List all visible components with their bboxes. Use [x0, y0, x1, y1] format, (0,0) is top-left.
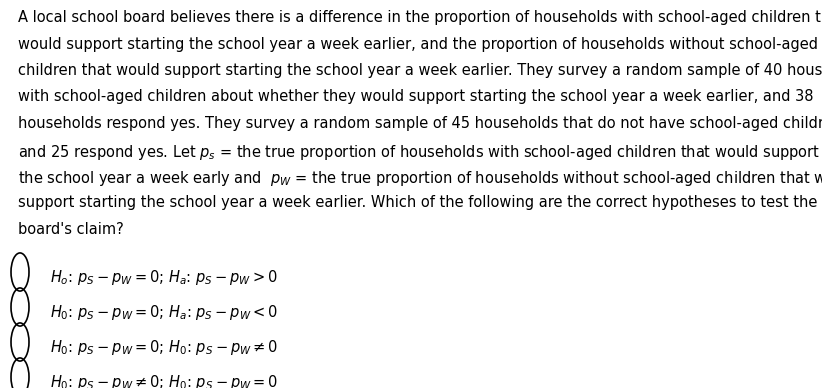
- Text: the school year a week early and  $p_W$ = the true proportion of households with: the school year a week early and $p_W$ =…: [18, 169, 822, 188]
- Text: A local school board believes there is a difference in the proportion of househo: A local school board believes there is a…: [18, 10, 822, 25]
- Text: $H_0$: $p_S-p_W=0$; $H_0$: $p_S-p_W\neq0$: $H_0$: $p_S-p_W=0$; $H_0$: $p_S-p_W\neq0…: [50, 338, 279, 357]
- Text: $H_0$: $p_S-p_W\neq0$; $H_0$: $p_S-p_W=0$: $H_0$: $p_S-p_W\neq0$; $H_0$: $p_S-p_W=0…: [50, 373, 279, 388]
- Text: $H_0$: $p_S-p_W=0$; $H_a$: $p_S-p_W<0$: $H_0$: $p_S-p_W=0$; $H_a$: $p_S-p_W<0$: [50, 303, 278, 322]
- Text: board's claim?: board's claim?: [18, 222, 124, 237]
- Text: children that would support starting the school year a week earlier. They survey: children that would support starting the…: [18, 63, 822, 78]
- Text: with school-aged children about whether they would support starting the school y: with school-aged children about whether …: [18, 90, 814, 104]
- Text: and 25 respond yes. Let $p_s$ = the true proportion of households with school-ag: and 25 respond yes. Let $p_s$ = the true…: [18, 142, 822, 161]
- Text: households respond yes. They survey a random sample of 45 households that do not: households respond yes. They survey a ra…: [18, 116, 822, 131]
- Text: $H_o$: $p_S-p_W=0$; $H_a$: $p_S-p_W>0$: $H_o$: $p_S-p_W=0$; $H_a$: $p_S-p_W>0$: [50, 268, 278, 287]
- Text: would support starting the school year a week earlier, and the proportion of hou: would support starting the school year a…: [18, 36, 818, 52]
- Text: support starting the school year a week earlier. Which of the following are the : support starting the school year a week …: [18, 196, 822, 211]
